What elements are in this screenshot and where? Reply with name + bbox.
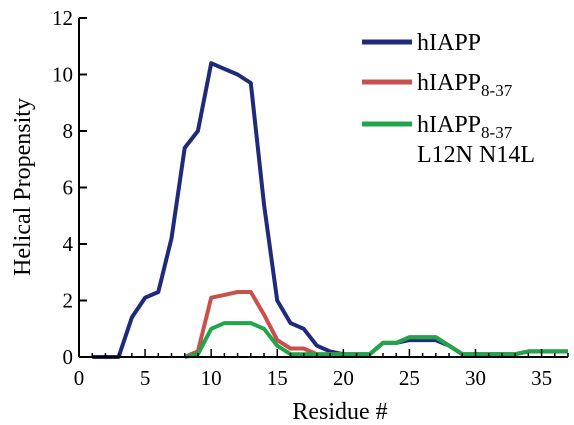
plot-area	[92, 61, 568, 359]
y-tick-label: 4	[63, 232, 74, 256]
series-line-1	[92, 61, 568, 359]
legend-label-3-line2: L12N N14L	[417, 142, 535, 168]
x-tick-label: 20	[333, 366, 354, 390]
legend-label-2: hIAPP8-37	[417, 70, 513, 100]
x-tick-label: 35	[531, 366, 552, 390]
x-tick-label: 30	[465, 366, 486, 390]
y-tick-label: 0	[63, 345, 74, 369]
legend-label-1: hIAPP	[417, 30, 481, 56]
y-tick-label: 2	[63, 289, 74, 313]
x-tick-label: 15	[267, 366, 288, 390]
y-tick-label: 8	[63, 119, 74, 143]
x-tick-label: 0	[74, 366, 85, 390]
y-tick-label: 6	[63, 176, 74, 200]
y-axis-label: Helical Propensity	[10, 98, 36, 276]
legend-label-3: hIAPP8-37	[417, 112, 513, 142]
axes: 0 2 4 6 8 10 12 0 5 10 15 20 25 30 35	[52, 6, 569, 390]
y-tick-label: 12	[52, 6, 73, 30]
y-tick-label: 10	[52, 63, 73, 87]
x-tick-label: 25	[399, 366, 420, 390]
x-tick-label: 5	[140, 366, 151, 390]
x-axis-label: Residue #	[292, 399, 387, 425]
x-tick-label: 10	[201, 366, 222, 390]
series-line-3	[184, 321, 568, 359]
